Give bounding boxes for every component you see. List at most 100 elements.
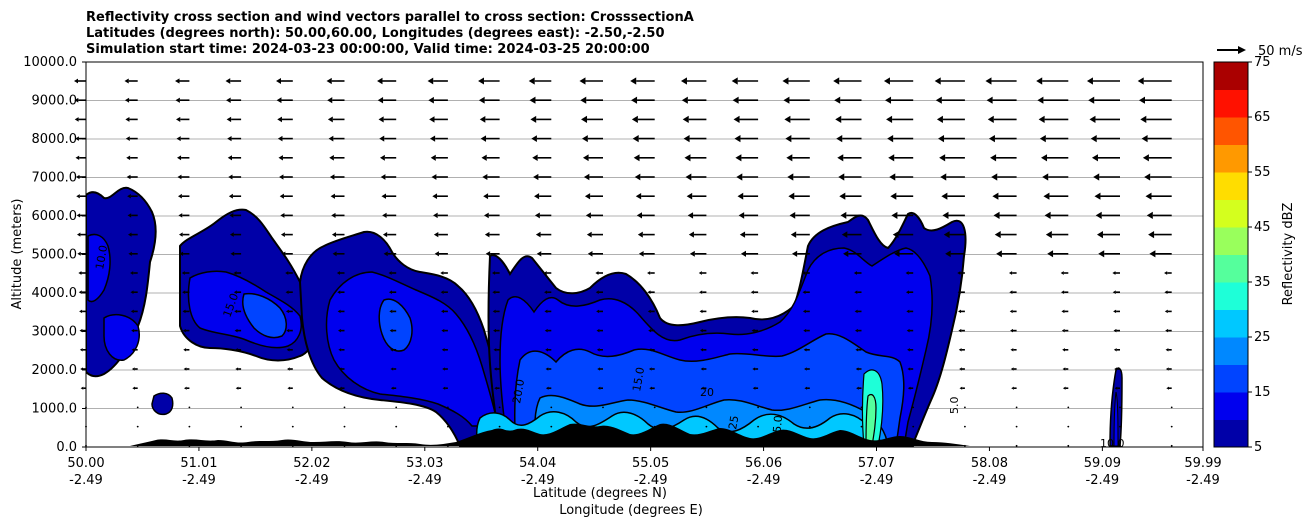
- wind-vector-head: [843, 250, 849, 257]
- colorbar-segment: [1214, 282, 1248, 310]
- wind-vector-head: [942, 211, 949, 219]
- wind-vector-head: [388, 290, 392, 295]
- wind-vector-head: [534, 193, 540, 200]
- wind-vector-head: [698, 271, 702, 275]
- colorbar-frame: [1213, 61, 1249, 448]
- wind-vector-head: [1011, 386, 1014, 390]
- wind-vector-head: [177, 174, 182, 180]
- wind-vector-head: [1095, 211, 1102, 219]
- wind-vector: [757, 406, 759, 409]
- wind-vector-head: [484, 212, 489, 219]
- wind-vector-head: [683, 135, 690, 143]
- wind-vector-head: [234, 328, 238, 333]
- wind-vector-head: [940, 173, 947, 181]
- wind-vector-head: [906, 328, 910, 333]
- wind-vector-head: [752, 367, 756, 371]
- colorbar-tick-label: 55: [1254, 165, 1271, 180]
- wind-vector-head: [442, 367, 445, 371]
- contour-region: [325, 271, 499, 427]
- wind-vector-head: [530, 115, 537, 123]
- wind-vector-head: [228, 193, 233, 199]
- wind-vector-head: [907, 348, 910, 352]
- wind-vector-head: [75, 155, 80, 161]
- title-line-2: Latitudes (degrees north): 50.00,60.00, …: [86, 26, 665, 41]
- wind-vector-head: [131, 367, 135, 371]
- wind-vector-head: [994, 231, 1001, 239]
- wind-vector-head: [1042, 173, 1049, 181]
- wind-vector-head: [688, 231, 694, 238]
- colorbar-segment: [1214, 337, 1248, 365]
- wind-vector-head: [531, 135, 537, 142]
- wind-vector: [188, 406, 191, 409]
- reflectivity-field: [86, 186, 1123, 447]
- wind-vector-head: [543, 271, 547, 275]
- wind-vector-head: [991, 173, 998, 181]
- wind-vector-head: [234, 309, 238, 314]
- wind-vector-head: [734, 135, 741, 143]
- contour-label: 5.0: [948, 397, 961, 415]
- wind-vector-head: [632, 135, 639, 143]
- wind-vector-head: [1144, 173, 1151, 181]
- wind-vector-head: [1062, 386, 1066, 390]
- wind-vector-head: [751, 328, 755, 333]
- wind-vector-head: [229, 213, 234, 218]
- wind-vector-head: [79, 328, 83, 333]
- wind-vector: [291, 444, 294, 447]
- wind-vector-head: [802, 309, 806, 314]
- wind-vector: [860, 425, 863, 428]
- wind-vector-head: [685, 173, 692, 181]
- wind-vector-head: [784, 115, 791, 123]
- wind-vector-head: [597, 367, 600, 371]
- wind-vector-head: [1043, 192, 1050, 200]
- wind-vector-head: [751, 348, 755, 352]
- title-line-3: Simulation start time: 2024-03-23 00:00:…: [86, 42, 650, 57]
- title-line-1: Reflectivity cross section and wind vect…: [86, 10, 694, 25]
- wind-vector-head: [958, 348, 962, 352]
- wind-vector: [912, 425, 915, 428]
- wind-vector-head: [181, 271, 185, 275]
- wind-vector: [550, 425, 553, 428]
- x-tick-label-lat: 59.09: [1084, 456, 1121, 471]
- wind-vector-head: [648, 328, 652, 333]
- y-tick-label: 9000.0: [32, 94, 78, 109]
- colorbar-segment: [1214, 62, 1248, 90]
- wind-vector-head: [854, 290, 858, 295]
- wind-vectors: [74, 77, 1173, 447]
- wind-vector-head: [124, 97, 130, 103]
- wind-key-arrowhead: [1238, 46, 1246, 54]
- wind-vector-head: [1164, 271, 1168, 275]
- colorbar-segment: [1214, 419, 1248, 448]
- wind-vector-head: [804, 386, 808, 390]
- wind-vector-head: [229, 232, 234, 237]
- colorbar-tick-label: 25: [1254, 330, 1271, 345]
- wind-vector-head: [381, 193, 386, 199]
- wind-vector-head: [1112, 271, 1116, 275]
- wind-vector-head: [699, 290, 703, 295]
- wind-vector-head: [479, 116, 486, 123]
- wind-vector-head: [731, 77, 738, 85]
- wind-vector: [860, 406, 863, 409]
- terrain: [86, 423, 970, 446]
- wind-vector-head: [935, 96, 942, 104]
- wind-vector-head: [533, 173, 539, 181]
- wind-vector: [188, 444, 191, 447]
- wind-vector-head: [958, 309, 961, 314]
- wind-vector-head: [647, 290, 651, 295]
- x-tick-label-lon: -2.49: [634, 473, 668, 488]
- wind-vector-head: [648, 367, 652, 371]
- contour-region: [87, 233, 111, 303]
- wind-vector: [705, 406, 708, 409]
- wind-vector-head: [990, 154, 997, 162]
- wind-vector-head: [429, 116, 435, 123]
- wind-vector-head: [377, 77, 383, 85]
- wind-vector-head: [390, 386, 394, 390]
- wind-vector-head: [732, 96, 739, 104]
- x-tick-label-lon: -2.49: [747, 473, 781, 488]
- wind-vector-head: [131, 348, 135, 352]
- wind-vector-head: [802, 271, 806, 275]
- wind-vector-head: [988, 135, 995, 143]
- wind-vector-head: [331, 232, 337, 238]
- colorbar-tick-label: 35: [1254, 275, 1271, 290]
- wind-vector-head: [839, 192, 846, 200]
- wind-vector: [188, 425, 191, 428]
